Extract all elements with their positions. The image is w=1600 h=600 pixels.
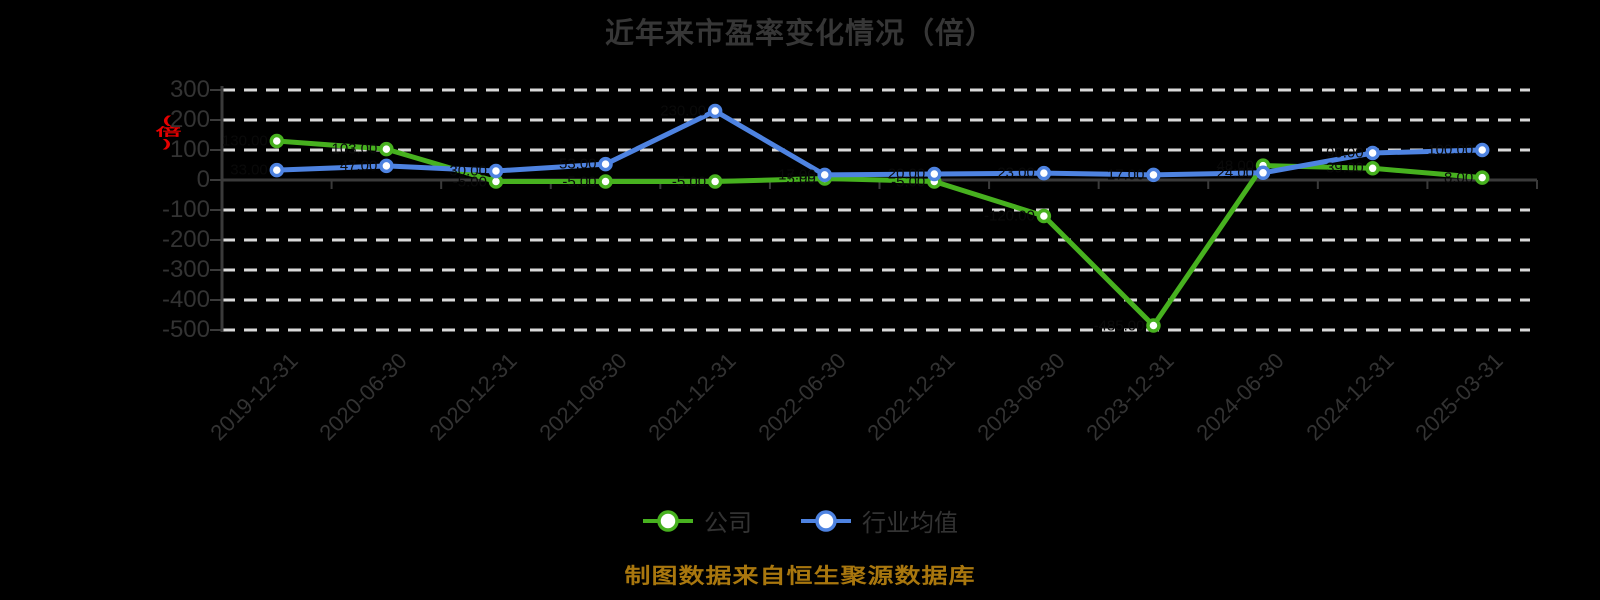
data-point-label: 39.00 <box>1326 159 1364 177</box>
y-axis-tick-label: 100 <box>169 136 210 163</box>
data-point-company[interactable] <box>1365 161 1380 176</box>
y-axis-tick-label: 300 <box>169 76 210 103</box>
data-point-label: -5.00 <box>452 173 487 190</box>
data-point-industry[interactable] <box>1036 165 1052 181</box>
footer-source-note: 制图数据来自恒生聚源数据库 <box>624 564 976 588</box>
data-point-industry[interactable] <box>1146 167 1161 183</box>
data-point-industry[interactable] <box>927 166 942 182</box>
legend-item-industry[interactable]: 行业均值 <box>800 503 958 538</box>
data-point-company[interactable] <box>707 174 723 189</box>
y-axis-tick-label: -100 <box>161 196 210 223</box>
data-point-industry[interactable] <box>1474 142 1490 158</box>
legend-label: 行业均值 <box>862 510 958 537</box>
chart-title: 近年来市盈率变化情况（倍） <box>604 18 995 50</box>
data-point-industry[interactable] <box>1365 145 1380 161</box>
legend-line-marker-icon <box>643 509 693 532</box>
data-point-label: 17.00 <box>1106 166 1145 184</box>
data-point-company[interactable] <box>1036 208 1052 224</box>
data-point-label: 53.00 <box>558 155 597 173</box>
data-point-industry[interactable] <box>707 103 723 119</box>
data-point-label: 23.00 <box>997 164 1035 182</box>
data-point-label: -5.00 <box>671 173 707 190</box>
data-point-label: 100.00 <box>1427 141 1474 159</box>
data-point-industry[interactable] <box>269 162 285 178</box>
data-point-industry[interactable] <box>817 167 832 183</box>
data-point-label: 48.00 <box>1216 157 1255 175</box>
data-point-label: 90.00 <box>1326 144 1364 162</box>
data-point-industry[interactable] <box>488 163 504 179</box>
data-point-industry[interactable] <box>598 156 613 172</box>
legend: 公司 行业均值 <box>0 503 1600 538</box>
data-point-label: 17.00 <box>778 166 816 184</box>
data-point-company[interactable] <box>269 133 285 149</box>
data-point-label: 30.00 <box>449 162 487 180</box>
y-axis-tick-label: -300 <box>161 256 210 283</box>
data-point-label: 20.00 <box>887 165 926 183</box>
y-axis-tick-label: -200 <box>161 226 210 253</box>
data-point-label: 24.00 <box>1216 164 1255 182</box>
data-point-company[interactable] <box>379 141 394 157</box>
legend-label: 公司 <box>704 510 752 537</box>
y-axis-unit-label: (倍) <box>152 113 182 150</box>
y-axis-tick-label: 0 <box>196 166 210 193</box>
y-axis-tick-label: -500 <box>161 316 210 343</box>
data-point-industry[interactable] <box>1255 165 1271 181</box>
y-axis-tick-label: -400 <box>161 286 210 313</box>
legend-line-marker-icon <box>801 509 851 532</box>
y-axis-tick-label: 200 <box>169 106 210 133</box>
data-point-label: 8.00 <box>1444 169 1474 187</box>
data-point-label: 130.00 <box>221 132 268 150</box>
data-point-company[interactable] <box>1474 170 1490 185</box>
data-point-industry[interactable] <box>379 158 394 174</box>
legend-item-company[interactable]: 公司 <box>642 503 752 538</box>
data-point-label: -485.00 <box>1093 317 1145 334</box>
series-line-company <box>274 138 1485 328</box>
series-line-industry <box>274 108 1485 178</box>
data-point-label: -5.00 <box>562 173 597 190</box>
data-point-label: 230.00 <box>660 102 707 120</box>
data-point-label: 47.00 <box>339 157 378 175</box>
data-point-label: -5.00 <box>891 173 926 190</box>
data-point-company[interactable] <box>598 174 613 189</box>
data-point-company[interactable] <box>1146 318 1161 333</box>
data-point-label: 103.00 <box>331 140 378 158</box>
data-point-label: 5.00 <box>786 170 816 187</box>
data-point-label: 33.00 <box>230 161 268 179</box>
data-point-label: -120.00 <box>984 207 1035 225</box>
